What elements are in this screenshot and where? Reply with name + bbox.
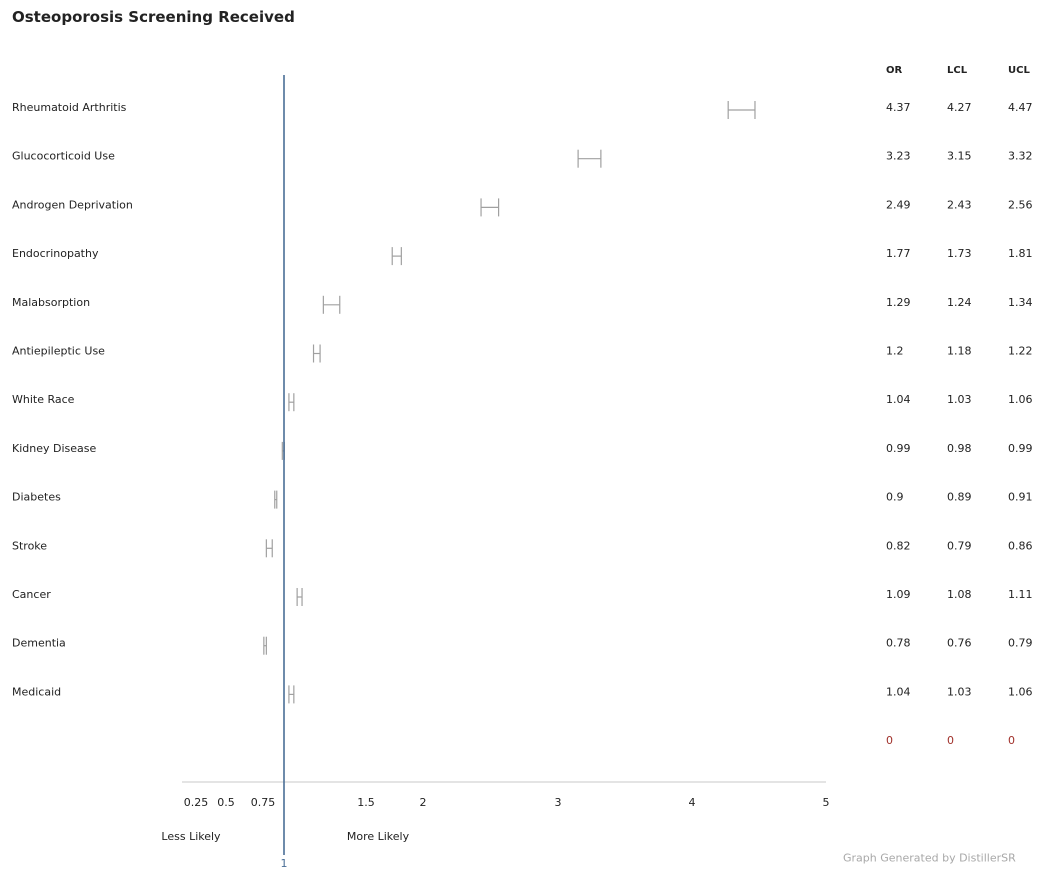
row-label: Diabetes: [12, 491, 61, 504]
row-ucl-value: 0.99: [1008, 442, 1033, 455]
x-tick-label: 5: [823, 796, 830, 809]
row-lcl-value: 1.03: [947, 685, 972, 698]
x-tick-label: 0.75: [251, 796, 276, 809]
row-ucl-value: 1.06: [1008, 393, 1033, 406]
row-or-value: 1.04: [886, 685, 911, 698]
row-lcl-value: 0.89: [947, 491, 972, 504]
row-or-value: 1.2: [886, 345, 904, 358]
row-ucl-value: 0.86: [1008, 539, 1033, 552]
row-ucl-value: 1.22: [1008, 345, 1033, 358]
x-tick-label: 0.25: [184, 796, 209, 809]
column-header-ucl: UCL: [1008, 65, 1030, 76]
row-label: Medicaid: [12, 685, 61, 698]
row-or-value: 1.29: [886, 296, 911, 309]
row-ucl-value: 1.81: [1008, 247, 1033, 260]
row-label: Dementia: [12, 637, 66, 650]
row-ucl-value: 0.91: [1008, 491, 1033, 504]
row-ucl-value: 0: [1008, 734, 1015, 747]
x-tick-label: 3: [555, 796, 562, 809]
row-label: Androgen Deprivation: [12, 198, 133, 211]
x-tick-label: 0.5: [217, 796, 235, 809]
row-label: Stroke: [12, 539, 47, 552]
row-lcl-value: 1.08: [947, 588, 972, 601]
row-lcl-value: 1.24: [947, 296, 972, 309]
row-or-value: 0.99: [886, 442, 911, 455]
row-label: White Race: [12, 393, 75, 406]
row-or-value: 0.9: [886, 491, 904, 504]
row-ucl-value: 2.56: [1008, 198, 1033, 211]
row-label: Rheumatoid Arthritis: [12, 101, 127, 114]
footer-credit: Graph Generated by DistillerSR: [843, 851, 1016, 865]
row-ucl-value: 1.11: [1008, 588, 1033, 601]
row-lcl-value: 1.03: [947, 393, 972, 406]
row-ucl-value: 3.32: [1008, 150, 1033, 163]
row-or-value: 0.78: [886, 637, 911, 650]
row-or-value: 1.77: [886, 247, 911, 260]
row-lcl-value: 4.27: [947, 101, 972, 114]
row-lcl-value: 0.98: [947, 442, 972, 455]
less-likely-label: Less Likely: [161, 830, 221, 843]
row-ucl-value: 1.34: [1008, 296, 1033, 309]
row-or-value: 3.23: [886, 150, 911, 163]
row-or-value: 1.09: [886, 588, 911, 601]
row-or-value: 1.04: [886, 393, 911, 406]
row-lcl-value: 1.18: [947, 345, 972, 358]
row-lcl-value: 3.15: [947, 150, 972, 163]
row-label: Antiepileptic Use: [12, 345, 105, 358]
more-likely-label: More Likely: [347, 830, 410, 843]
row-label: Kidney Disease: [12, 442, 96, 455]
row-lcl-value: 0.76: [947, 637, 972, 650]
x-tick-label: 4: [689, 796, 696, 809]
column-header-or: OR: [886, 65, 903, 76]
row-lcl-value: 0: [947, 734, 954, 747]
row-label: Glucocorticoid Use: [12, 150, 115, 163]
chart-title: Osteoporosis Screening Received: [12, 8, 295, 26]
row-lcl-value: 2.43: [947, 198, 972, 211]
row-ucl-value: 0.79: [1008, 637, 1033, 650]
row-label: Cancer: [12, 588, 51, 601]
row-or-value: 0: [886, 734, 893, 747]
row-or-value: 0.82: [886, 539, 911, 552]
row-lcl-value: 1.73: [947, 247, 972, 260]
row-or-value: 2.49: [886, 198, 911, 211]
row-or-value: 4.37: [886, 101, 911, 114]
x-tick-label: 2: [420, 796, 427, 809]
row-lcl-value: 0.79: [947, 539, 972, 552]
column-header-lcl: LCL: [947, 65, 968, 76]
row-label: Malabsorption: [12, 296, 90, 309]
row-ucl-value: 4.47: [1008, 101, 1033, 114]
x-tick-label-reference: 1: [281, 857, 288, 869]
row-ucl-value: 1.06: [1008, 685, 1033, 698]
x-tick-label: 1.5: [357, 796, 375, 809]
row-label: Endocrinopathy: [12, 247, 99, 260]
